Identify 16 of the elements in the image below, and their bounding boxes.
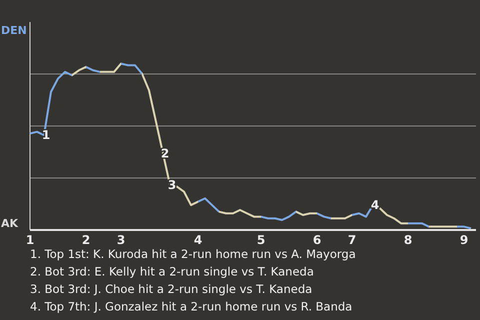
- text: 1. Top 1st: K. Kuroda hit a 2-run home run vs A. Mayorga: [30, 247, 356, 261]
- x-tick-label: 7: [348, 233, 356, 247]
- text: 2. Bot 3rd: E. Kelly hit a 2-run single vs T. Kaneda: [30, 264, 314, 278]
- x-tick-label: 5: [256, 233, 266, 247]
- x-tick-label: 9: [460, 233, 468, 247]
- text: 3. Bot 3rd: J. Choe hit a 2-run single vs T. Kaneda: [30, 282, 312, 296]
- text: AK: [1, 217, 19, 230]
- x-tick-label: 8: [404, 233, 412, 247]
- annotation: 1: [42, 128, 50, 142]
- x-tick-label: 2: [82, 233, 90, 247]
- x-tick-label: 6: [312, 233, 322, 247]
- text: DEN: [1, 24, 27, 37]
- x-tick-label: 4: [194, 233, 202, 247]
- x-tick-label: 3: [116, 233, 126, 247]
- x-tick-label: 1: [26, 233, 34, 247]
- text: 4. Top 7th: J. Gonzalez hit a 2-run home run vs R. Banda: [30, 300, 352, 314]
